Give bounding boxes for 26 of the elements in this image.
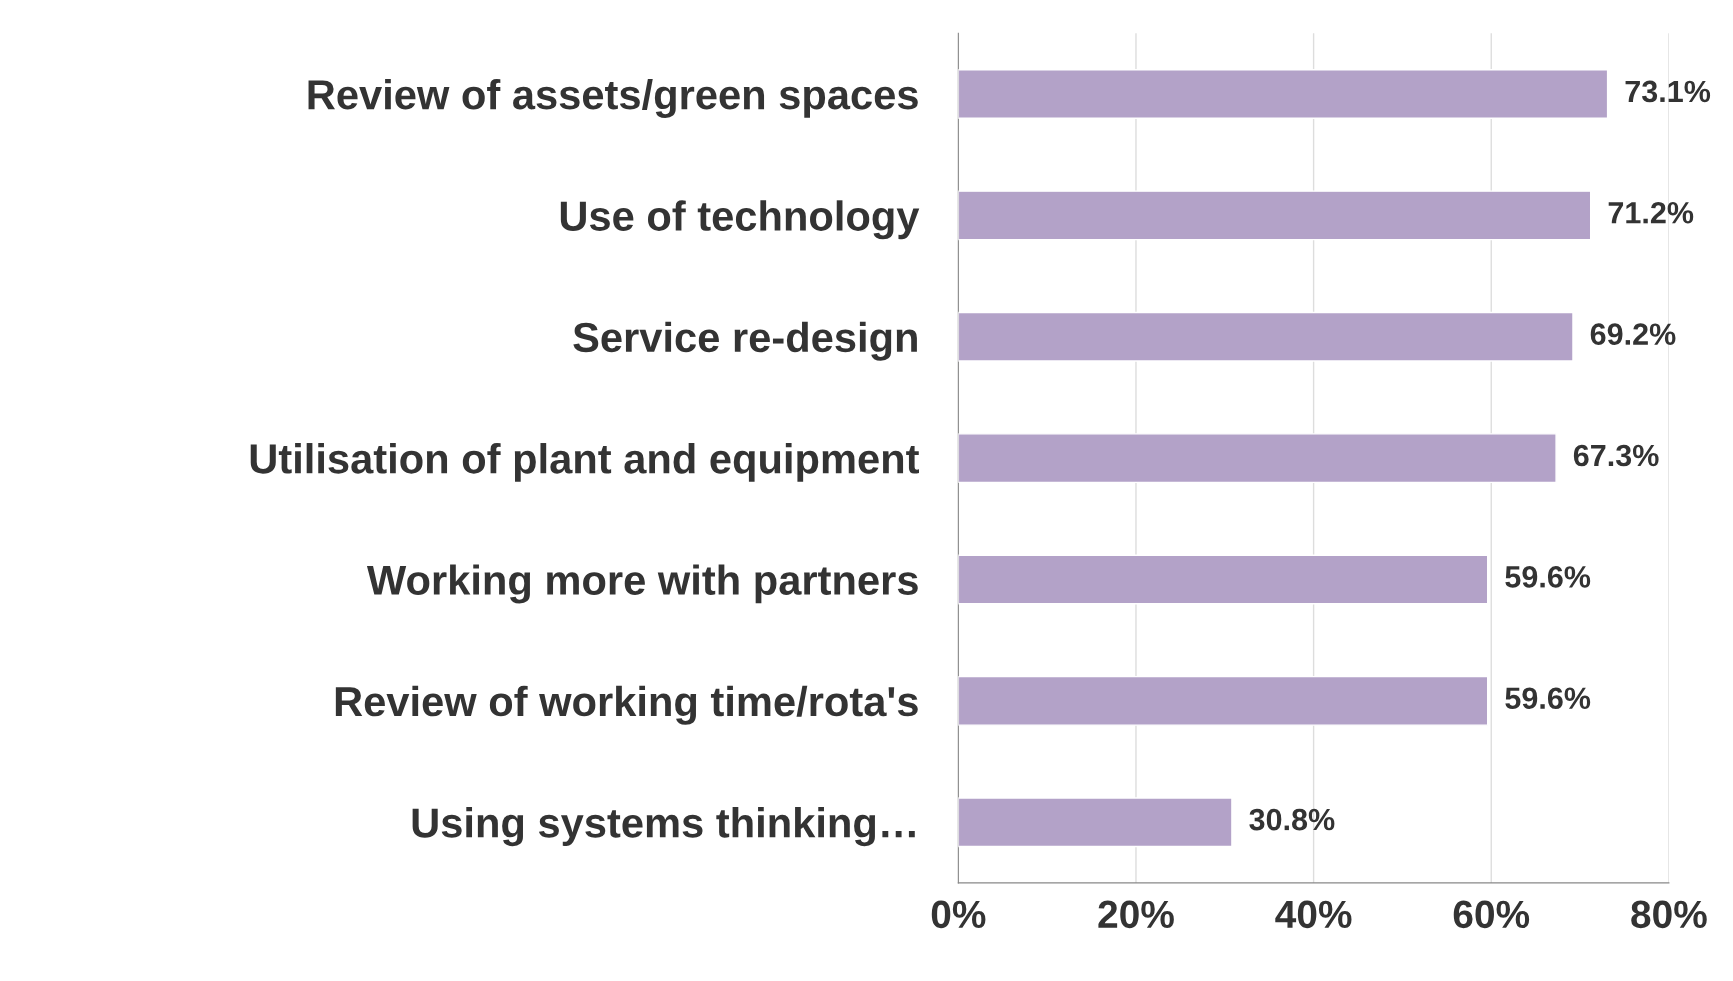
data-label: 67.3% [1573, 444, 1659, 467]
x-tick-label: 40% [1275, 900, 1352, 929]
y-tick-label: Working more with partners [366, 564, 918, 604]
x-tick-label: 60% [1453, 900, 1530, 929]
y-tick-label: Review of working time/rota's [335, 685, 918, 725]
data-label: 69.2% [1590, 323, 1676, 345]
x-tick-label: 80% [1631, 900, 1707, 929]
y-tick-label: Using systems thinking… [412, 807, 915, 847]
y-tick-label: Service re-design [573, 321, 917, 361]
bar [958, 190, 1592, 241]
data-label: 73.1% [1625, 80, 1711, 103]
bar [958, 69, 1609, 120]
bar [958, 797, 1233, 848]
bar [958, 675, 1489, 726]
y-tick-label: Review of assets/green spaces [308, 78, 918, 118]
bar [958, 311, 1574, 362]
bar [958, 554, 1489, 605]
data-label: 59.6% [1505, 566, 1591, 588]
bar [958, 433, 1557, 484]
x-tick-label: 0% [931, 900, 986, 929]
y-tick-label: Use of technology [560, 200, 920, 240]
x-tick-label: 20% [1098, 900, 1174, 929]
y-tick-label: Utilisation of plant and equipment [250, 443, 920, 482]
data-label: 71.2% [1608, 201, 1694, 224]
data-label: 30.8% [1249, 808, 1335, 831]
data-label: 59.6% [1505, 687, 1591, 710]
